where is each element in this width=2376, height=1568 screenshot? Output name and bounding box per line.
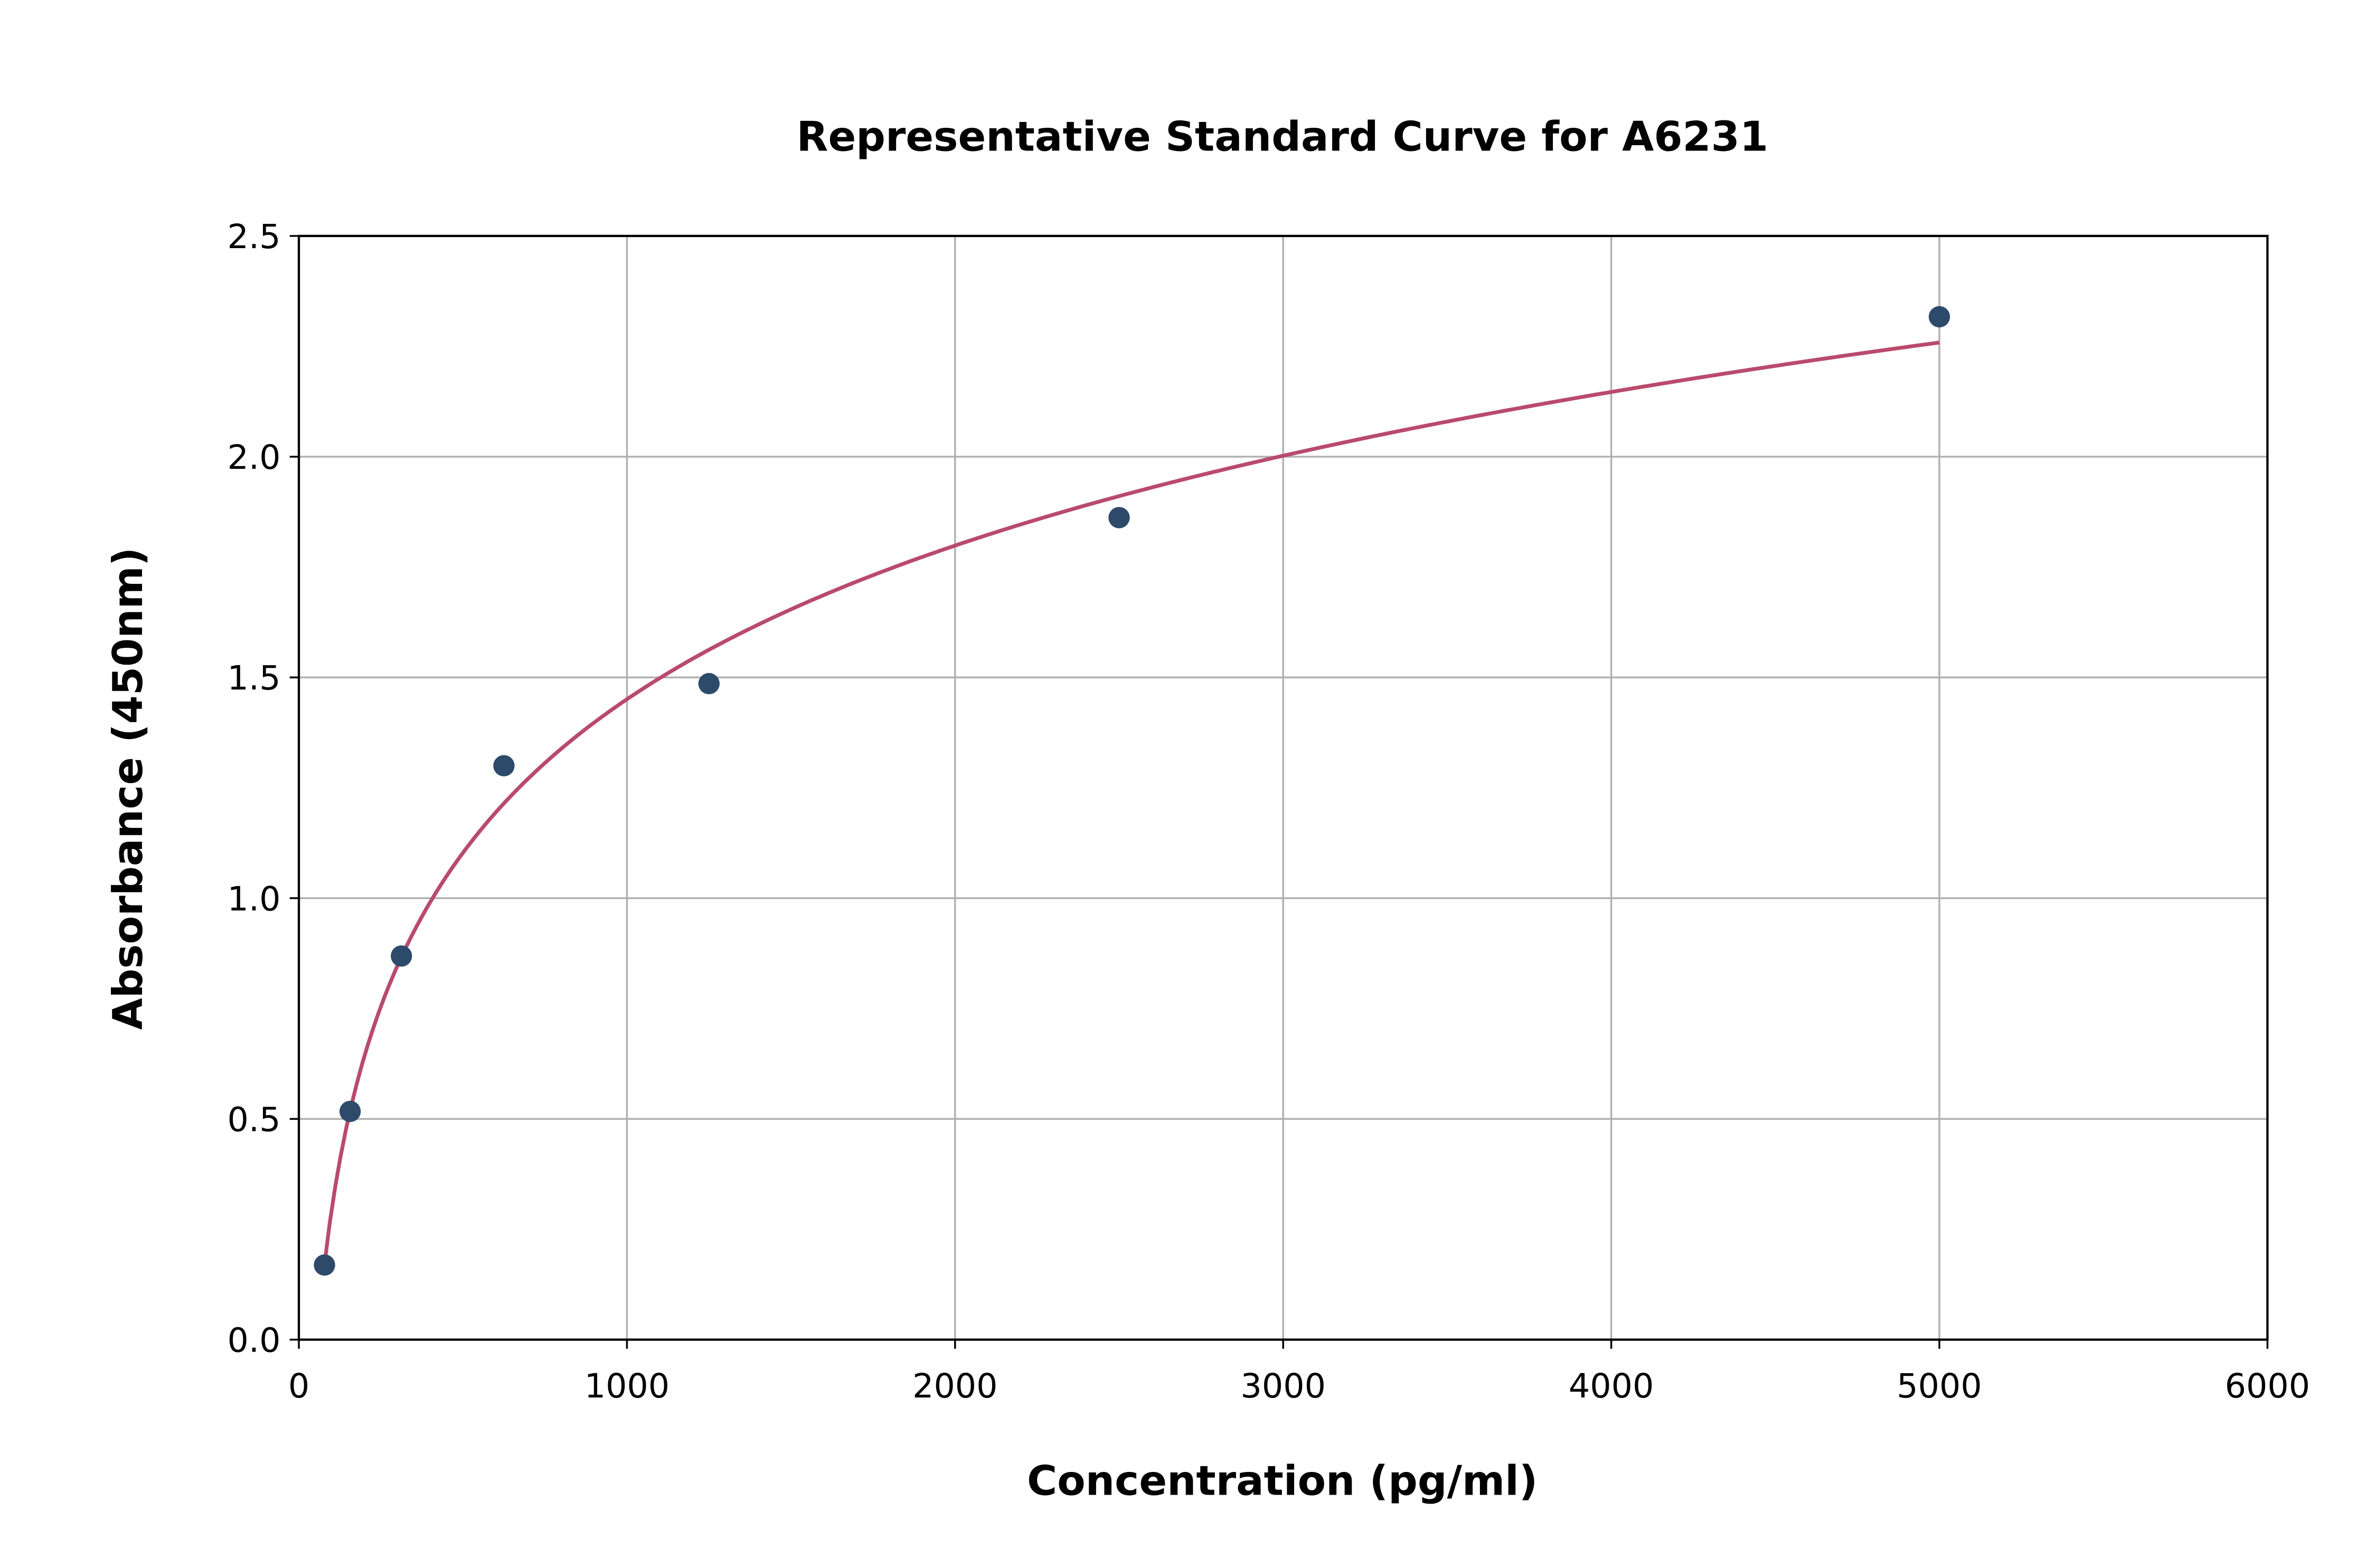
y-tick-label: 0.0	[228, 1321, 281, 1360]
x-tick-label: 4000	[1569, 1366, 1654, 1405]
y-tick-label: 0.5	[228, 1100, 281, 1139]
y-tick-label: 1.5	[228, 658, 281, 697]
grid	[298, 235, 2269, 1341]
x-tick-label: 2000	[912, 1366, 997, 1405]
data-point	[314, 1254, 335, 1276]
x-tick-label: 5000	[1897, 1366, 1982, 1405]
data-points	[314, 306, 1950, 1276]
data-point	[1108, 507, 1130, 528]
x-axis-label: Concentration (pg/ml)	[1027, 1458, 1538, 1505]
data-point	[493, 755, 515, 777]
y-axis-label: Absorbance (450nm)	[105, 547, 152, 1030]
y-tick-label: 1.0	[228, 879, 281, 918]
data-point	[1928, 306, 1950, 328]
x-tick-label: 0	[288, 1366, 309, 1405]
chart-title: Representative Standard Curve for A6231	[797, 113, 1768, 160]
x-tick-label: 3000	[1241, 1366, 1326, 1405]
data-point	[391, 945, 412, 967]
data-point	[339, 1100, 361, 1122]
y-tick-label: 2.0	[228, 438, 281, 477]
data-point	[698, 673, 720, 695]
x-tick-label: 6000	[2225, 1366, 2310, 1405]
ticks: 0 1000 2000 3000 4000 5000 6000 0.0 0.5 1.0 1.5 2.0…	[228, 217, 2311, 1405]
y-tick-label: 2.5	[228, 217, 281, 256]
x-tick-label: 1000	[584, 1366, 670, 1405]
fit-curve-group	[323, 341, 1940, 1265]
fit-curve	[323, 341, 1940, 1265]
